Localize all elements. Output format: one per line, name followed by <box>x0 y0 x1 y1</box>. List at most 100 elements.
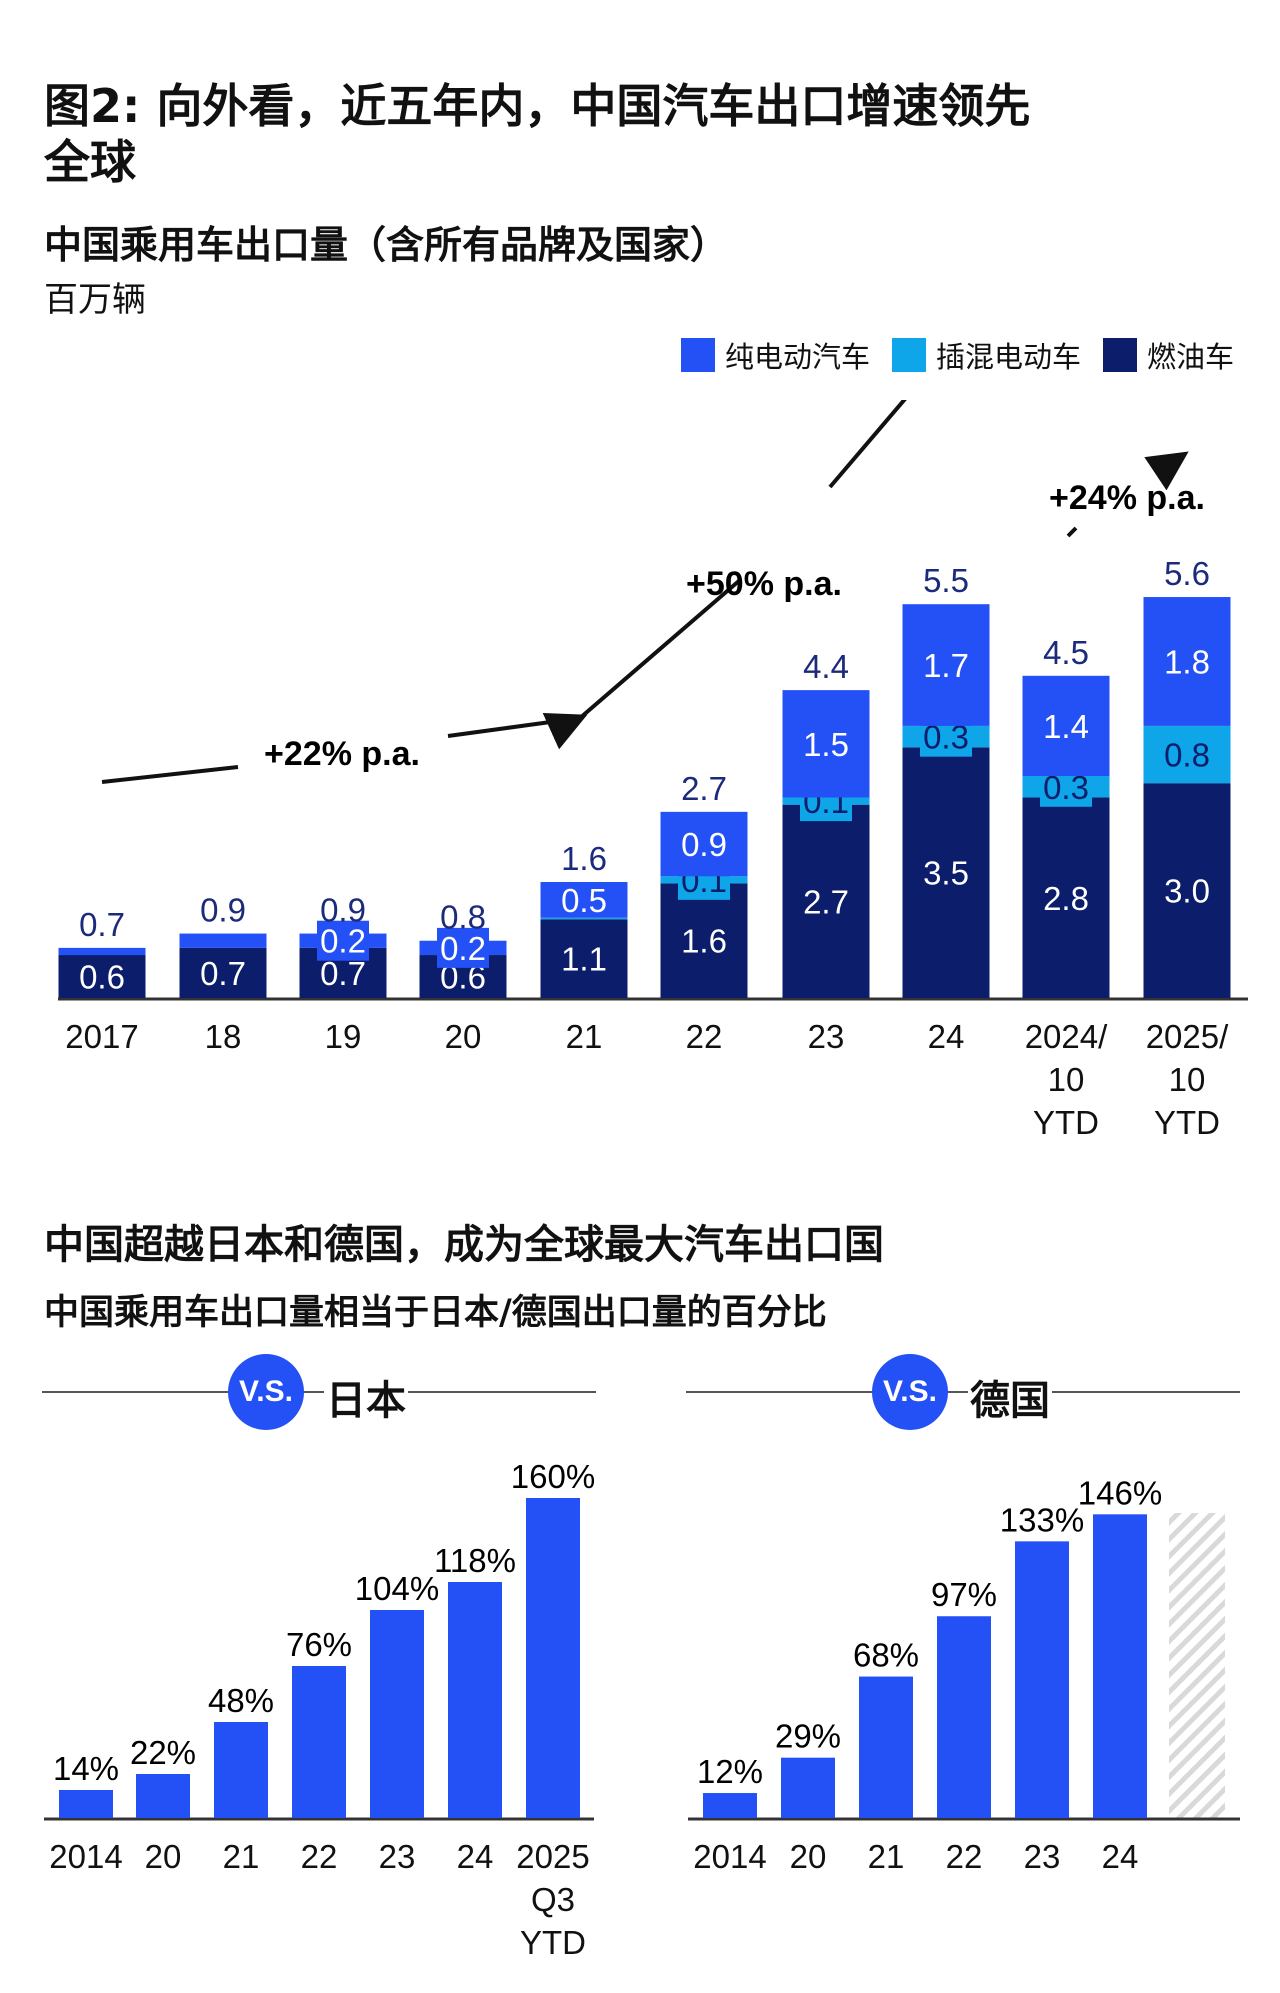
segment-label: 0.7 <box>200 955 246 992</box>
total-label: 2.7 <box>681 770 727 807</box>
total-label: 1.6 <box>561 840 607 877</box>
value-label: 29% <box>775 1718 841 1755</box>
legend-label: 插混电动车 <box>935 340 1081 374</box>
segment-label: 0.2 <box>440 930 486 967</box>
x-tick-label: 24 <box>1102 1838 1139 1875</box>
figure-title-line1: 图2: 向外看，近五年内，中国汽车出口增速领先 <box>44 79 1031 133</box>
section2-subtitle: 中国乘用车出口量相当于日本/德国出口量的百分比 <box>44 1293 827 1333</box>
x-tick-label: 2014 <box>693 1838 766 1875</box>
value-label: 133% <box>1000 1501 1084 1538</box>
segment-label: 0.8 <box>1164 737 1210 774</box>
total-label: 4.4 <box>803 648 849 685</box>
bar-segment-bev <box>540 882 628 918</box>
bar <box>703 1793 757 1818</box>
bar-segment-ice <box>179 947 267 998</box>
segment-label: 1.6 <box>681 923 727 960</box>
label-box-bev <box>437 927 489 968</box>
legend-item-ice: 燃油车 <box>1102 334 1234 376</box>
bar <box>292 1666 346 1818</box>
bar-segment-bev <box>782 690 870 798</box>
x-tick-label: 2025/10 YTD <box>1146 1018 1229 1141</box>
bar-segment-bev <box>902 604 990 726</box>
legend-swatch-phev <box>891 338 926 372</box>
value-label: 104% <box>355 1570 439 1607</box>
segment-label: 1.7 <box>923 647 969 684</box>
legend-label: 燃油车 <box>1146 340 1234 374</box>
segment-label: 1.4 <box>1043 708 1089 745</box>
value-label: 68% <box>853 1637 919 1674</box>
bar-segment-bev <box>179 933 267 948</box>
segment-label: 0.2 <box>320 923 366 960</box>
bar <box>781 1757 835 1818</box>
bar-segment-ice <box>1022 797 1110 998</box>
segment-label: 1.1 <box>561 941 607 978</box>
x-tick-label: 21 <box>868 1838 905 1875</box>
value-label: 48% <box>208 1682 274 1719</box>
x-tick-label: 2017 <box>65 1018 138 1055</box>
germany-bar-chart: 12% 2014 29% 20 68% 21 97% 22 133% 23 146% 24 <box>688 1474 1240 1875</box>
value-label: 76% <box>286 1626 352 1663</box>
annotation-24: +24% p.a. <box>1049 479 1205 517</box>
legend-swatch-bev <box>680 338 715 372</box>
trend-line-5 <box>1144 451 1189 491</box>
trend-line-2 <box>447 578 742 750</box>
x-tick-label: 19 <box>325 1018 362 1055</box>
segment-label: 0.7 <box>320 955 366 992</box>
vs-japan-header: V.S. 日本 <box>42 1354 596 1430</box>
segment-label: 2.7 <box>803 883 849 920</box>
legend-item-phev: 插混电动车 <box>891 334 1081 376</box>
x-tick-label: 2025 Q3 YTD <box>516 1838 589 1961</box>
segment-label: 1.8 <box>1164 643 1210 680</box>
vs-japan-label: 日本 <box>324 1368 408 1426</box>
bar-segment-bev <box>58 947 146 956</box>
segment-label: 3.5 <box>923 855 969 892</box>
bar-segment-bev <box>1143 597 1231 726</box>
x-tick-label: 21 <box>223 1838 260 1875</box>
legend-label: 纯电动汽车 <box>724 340 870 374</box>
x-tick-label: 20 <box>145 1838 182 1875</box>
x-tick-label: 2014 <box>49 1838 122 1875</box>
divider <box>686 1391 1240 1393</box>
segment-label: 3.0 <box>1164 873 1210 910</box>
hatched-placeholder-bar <box>1169 1513 1225 1818</box>
x-tick-label: 18 <box>205 1018 242 1055</box>
legend-item-bev: 纯电动汽车 <box>680 334 870 376</box>
annotation-50: +50% p.a. <box>686 565 842 603</box>
segment-label: 0.5 <box>561 882 607 919</box>
x-tick-label: 20 <box>790 1838 827 1875</box>
vs-badge: V.S. <box>228 1354 304 1430</box>
total-label: 0.7 <box>79 906 125 943</box>
x-tick-label: 23 <box>808 1018 845 1055</box>
bar-segment-ice <box>782 804 870 998</box>
trend-line-3 <box>828 400 907 489</box>
bar <box>214 1722 268 1818</box>
bar-segment-ice <box>1143 783 1231 998</box>
section2-title: 中国超越日本和德国，成为全球最大汽车出口国 <box>44 1222 884 1268</box>
bar <box>370 1610 424 1818</box>
x-tick-label: 22 <box>301 1838 338 1875</box>
trend-arrows: +22% p.a. +50% p.a. +24% p.a. <box>101 400 1205 784</box>
bar <box>59 1790 113 1818</box>
x-tick-label: 23 <box>1024 1838 1061 1875</box>
bar <box>136 1774 190 1818</box>
figure-title-line2: 全球 <box>44 135 136 189</box>
value-label: 22% <box>130 1734 196 1771</box>
bar <box>448 1582 502 1818</box>
segment-label: 2.8 <box>1043 880 1089 917</box>
stacked-bar-chart: +22% p.a. +50% p.a. +24% p.a. 0.6 0.7 2017… <box>58 400 1248 1141</box>
total-label: 0.8 <box>440 899 486 936</box>
bar <box>1015 1541 1069 1818</box>
label-box-bev <box>317 920 369 961</box>
value-label: 97% <box>931 1576 997 1613</box>
value-label: 12% <box>697 1753 763 1790</box>
x-tick-label: 24 <box>928 1018 965 1055</box>
annotation-22: +22% p.a. <box>264 735 420 773</box>
bar-segment-bev <box>660 811 748 877</box>
bar-segment-ice <box>58 955 146 998</box>
bar <box>526 1498 580 1818</box>
bar <box>937 1616 991 1818</box>
bar-segment-ice <box>902 747 990 998</box>
japan-bar-chart: 14% 2014 22% 20 48% 21 76% 22 104% 23 118% 24 160% 20… <box>44 1458 595 1961</box>
total-label: 5.6 <box>1164 555 1210 592</box>
x-tick-label: 22 <box>946 1838 983 1875</box>
